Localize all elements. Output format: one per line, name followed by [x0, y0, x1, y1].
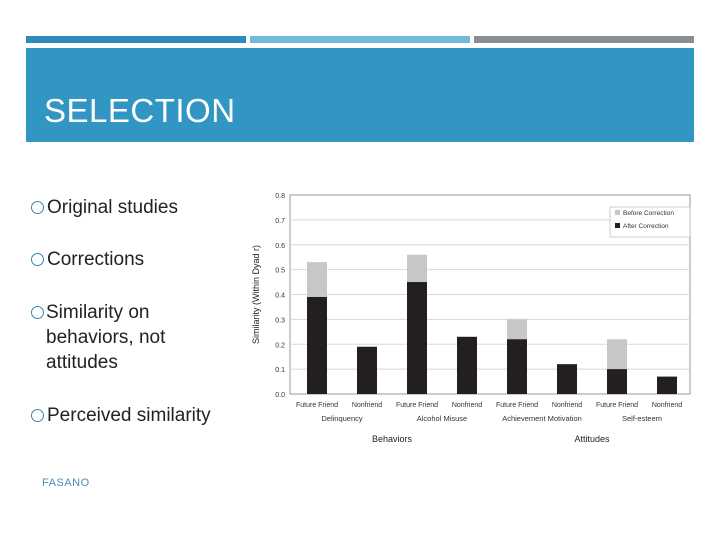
bullet-item: Perceived similarity	[30, 403, 211, 428]
bar-after-correction	[657, 376, 677, 394]
x-tick-label: Nonfriend	[352, 402, 382, 409]
legend-swatch	[615, 223, 620, 228]
top-accent-bar-3	[474, 36, 694, 43]
title-banner	[26, 48, 694, 142]
top-accent-bar-2	[250, 36, 470, 43]
circle-bullet-icon	[31, 409, 44, 422]
y-tick-label: 0.6	[275, 243, 285, 250]
bullet-text: Similarity on behaviors, not attitudes	[46, 302, 166, 373]
bullet-item: Original studies	[30, 195, 178, 220]
legend-label: After Correction	[623, 223, 669, 230]
top-accent-bar-1	[26, 36, 246, 43]
bullet-item: Similarity on behaviors, not attitudes	[30, 300, 205, 375]
x-tick-label: Nonfriend	[552, 402, 582, 409]
bullet-text: Perceived similarity	[47, 405, 211, 426]
bar-after-correction	[357, 346, 377, 394]
circle-bullet-icon	[31, 253, 44, 266]
circle-bullet-icon	[31, 201, 44, 214]
y-tick-label: 0.8	[275, 193, 285, 200]
y-tick-label: 0.1	[275, 367, 285, 374]
bar-after-correction	[457, 336, 477, 394]
y-tick-label: 0.4	[275, 293, 285, 300]
bar-after-correction	[307, 296, 327, 394]
y-tick-label: 0.2	[275, 342, 285, 349]
bar-after-correction	[557, 364, 577, 394]
x-tick-label: Nonfriend	[452, 402, 482, 409]
y-axis-label: Similarity (Within Dyad r)	[251, 245, 261, 344]
slide-title: SELECTION	[44, 92, 236, 129]
bullet-text: Corrections	[47, 249, 145, 270]
x-tick-label: Future Friend	[596, 402, 638, 409]
y-tick-label: 0.3	[275, 317, 285, 324]
group-label: Alcohol Misuse	[417, 414, 467, 423]
supergroup-label: Attitudes	[574, 434, 610, 444]
x-tick-label: Future Friend	[296, 402, 338, 409]
bar-after-correction	[607, 369, 627, 394]
y-tick-label: 0.5	[275, 268, 285, 275]
x-tick-label: Future Friend	[496, 402, 538, 409]
legend-swatch	[615, 210, 620, 215]
circle-bullet-icon	[31, 306, 44, 319]
y-tick-label: 0.7	[275, 218, 285, 225]
y-tick-label: 0.0	[275, 392, 285, 399]
legend-box	[609, 206, 691, 238]
group-label: Self-esteem	[622, 414, 662, 423]
bar-after-correction	[507, 339, 527, 394]
bar-after-correction	[407, 282, 427, 394]
legend-label: Before Correction	[623, 210, 674, 217]
bullet-text: Original studies	[47, 197, 178, 218]
similarity-bar-chart: 0.0 0.1 0.2 0.3 0.4 0.5 0.6 0.7 0.8 Similarity (W…	[251, 193, 691, 444]
chart-container: 0.0 0.1 0.2 0.3 0.4 0.5 0.6 0.7 0.8 Similarity (W…	[245, 185, 705, 455]
group-label: Delinquency	[321, 414, 363, 423]
x-tick-label: Future Friend	[396, 402, 438, 409]
group-label: Achievement Motivation	[502, 414, 582, 423]
supergroup-label: Behaviors	[372, 434, 413, 444]
x-tick-label: Nonfriend	[652, 402, 682, 409]
footer-author: FASANO	[42, 477, 90, 489]
bullet-item: Corrections	[30, 247, 144, 272]
